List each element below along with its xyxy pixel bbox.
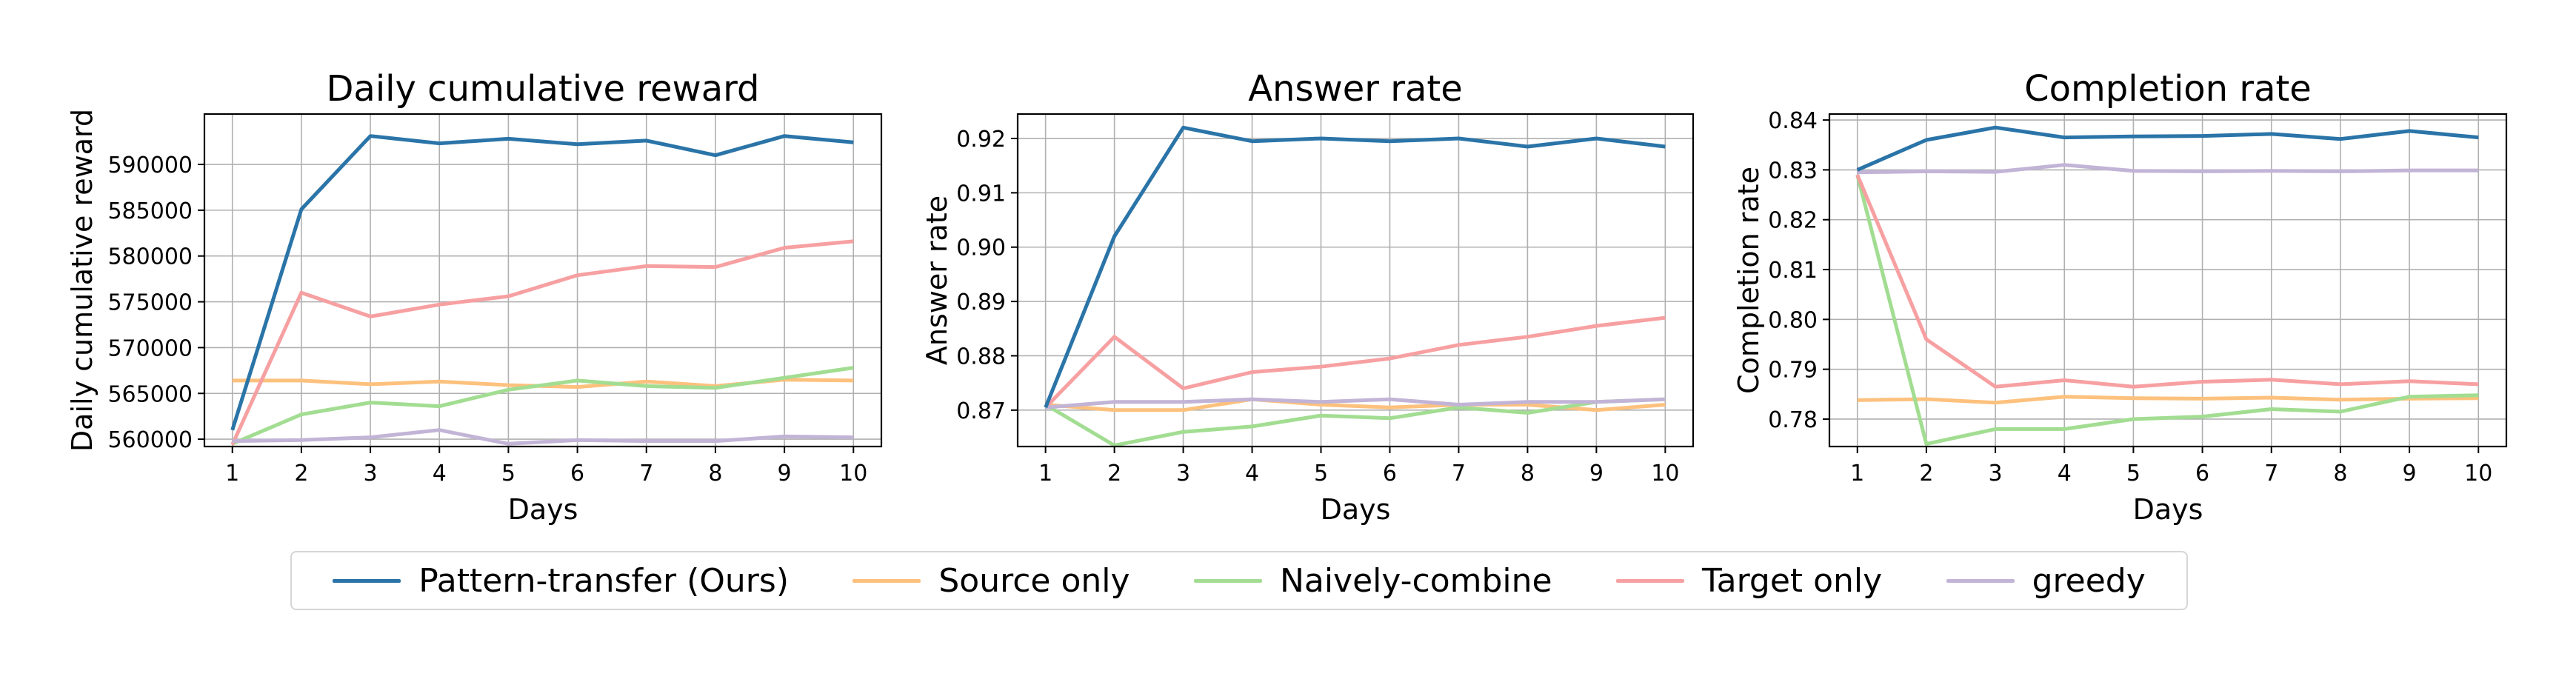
- y-tick-label: 0.80: [1768, 307, 1818, 333]
- y-tick-label: 0.78: [1768, 407, 1818, 433]
- y-tick-label: 585000: [107, 198, 193, 224]
- y-tick-label: 0.79: [1768, 358, 1818, 384]
- x-tick-label: 10: [1651, 461, 1679, 487]
- x-tick-label: 2: [294, 461, 308, 487]
- chart-title: Completion rate: [2024, 68, 2312, 110]
- legend-swatch: [333, 578, 401, 583]
- y-tick-label: 0.92: [956, 127, 1006, 153]
- series-line-greedy: [1857, 163, 2479, 175]
- axes-frame: [203, 113, 883, 448]
- y-tick-label: 590000: [107, 153, 193, 178]
- series-line-naively-combine: [1855, 174, 2479, 447]
- series-line-naively-combine: [1044, 397, 1666, 447]
- x-tick-label: 7: [639, 461, 653, 487]
- y-tick-label: 0.87: [956, 398, 1006, 424]
- legend-item-naively-combine: Naively-combine: [1193, 561, 1552, 600]
- x-tick-label: 3: [1176, 461, 1190, 487]
- legend-label: Naively-combine: [1279, 561, 1552, 600]
- legend-swatch: [1193, 578, 1262, 583]
- y-tick-label: 0.82: [1768, 208, 1818, 234]
- series-line-greedy: [232, 428, 854, 446]
- x-axis-label: Days: [1321, 493, 1391, 526]
- series-line-pattern-transfer-ours: [230, 134, 854, 431]
- x-tick-label: 5: [2126, 461, 2140, 487]
- chart-title: Answer rate: [1248, 68, 1463, 110]
- x-tick-label: 7: [2264, 461, 2278, 487]
- y-tick-label: 0.88: [956, 344, 1006, 370]
- x-tick-label: 9: [1589, 461, 1604, 487]
- chart-panel-2: 1 2 3 4 5 6 7 8 9 10 0.87 0.88 0.89 0.90 0.91 0.92 Answe…: [921, 68, 1695, 526]
- y-axis-label: Answer rate: [921, 195, 953, 365]
- y-tick-label: 560000: [107, 427, 193, 453]
- legend-label: greedy: [2032, 561, 2146, 600]
- y-tick-label: 570000: [107, 335, 193, 361]
- x-tick-label: 4: [2058, 461, 2072, 487]
- y-tick-label: 0.84: [1768, 108, 1818, 134]
- y-tick-label: 580000: [107, 244, 193, 270]
- x-tick-label: 9: [778, 461, 792, 487]
- series-line-target-only: [1044, 315, 1666, 409]
- x-tick-label: 7: [1452, 461, 1466, 487]
- legend-item-target-only: Target only: [1616, 562, 1882, 600]
- y-axis-label: Daily cumulative reward: [66, 109, 99, 452]
- legend-label: Source only: [938, 561, 1130, 600]
- y-tick-label: 0.89: [956, 290, 1006, 315]
- series-line-pattern-transfer-ours: [1856, 125, 2479, 172]
- series-line-target-only: [230, 239, 854, 446]
- x-tick-label: 1: [225, 461, 239, 487]
- x-tick-label: 4: [1245, 461, 1259, 487]
- series-line-naively-combine: [231, 366, 854, 446]
- chart-panel-1: 1 2 3 4 5 6 7 8 9 10 560000 565000 570000 575000 58000…: [66, 68, 883, 526]
- y-tick-label: 0.90: [956, 235, 1006, 261]
- axes-frame: [1016, 113, 1695, 448]
- x-tick-label: 6: [1383, 461, 1397, 487]
- y-tick-label: 0.91: [956, 181, 1006, 207]
- axes-frame: [1828, 113, 2508, 448]
- x-tick-label: 10: [839, 461, 867, 487]
- legend-label: Target only: [1702, 561, 1883, 600]
- legend-item-pattern-transfer: Pattern-transfer (Ours): [333, 562, 789, 600]
- legend-swatch: [852, 578, 921, 583]
- legend: Pattern-transfer (Ours) Source only Naiv…: [290, 551, 2188, 610]
- series-line-pattern-transfer-ours: [1044, 125, 1666, 409]
- series-line-source-only: [1857, 395, 2479, 405]
- x-axis-label: Days: [508, 493, 578, 526]
- x-tick-label: 1: [1038, 461, 1052, 487]
- x-tick-label: 1: [1850, 461, 1864, 487]
- y-axis-label: Completion rate: [1732, 167, 1765, 394]
- legend-swatch: [1616, 578, 1685, 583]
- legend-swatch: [1946, 578, 2015, 583]
- x-tick-label: 6: [2195, 461, 2209, 487]
- legend-item-greedy: greedy: [1946, 562, 2146, 600]
- x-axis-label: Days: [2133, 493, 2203, 526]
- series-line-greedy: [1045, 397, 1666, 409]
- x-tick-label: 3: [1989, 461, 2003, 487]
- x-tick-label: 3: [364, 461, 378, 487]
- x-tick-label: 5: [1314, 461, 1328, 487]
- y-tick-label: 565000: [107, 381, 193, 407]
- x-tick-label: 5: [501, 461, 515, 487]
- x-tick-label: 8: [2333, 461, 2347, 487]
- chart-title: Daily cumulative reward: [326, 68, 759, 110]
- x-tick-label: 9: [2403, 461, 2417, 487]
- x-tick-label: 2: [1919, 461, 1933, 487]
- x-tick-label: 2: [1107, 461, 1121, 487]
- series-line-target-only: [1855, 174, 2479, 389]
- x-tick-label: 10: [2464, 461, 2492, 487]
- y-tick-label: 0.81: [1768, 258, 1818, 284]
- x-tick-label: 4: [433, 461, 447, 487]
- x-tick-label: 8: [708, 461, 722, 487]
- y-tick-label: 0.83: [1768, 158, 1818, 184]
- chart-panel-3: 1 2 3 4 5 6 7 8 9 10 0.78 0.79 0.80 0.81 0.82 0.83 0.84 C…: [1732, 68, 2508, 526]
- legend-label: Pattern-transfer (Ours): [418, 561, 789, 600]
- legend-item-source-only: Source only: [852, 561, 1130, 600]
- x-tick-label: 6: [570, 461, 584, 487]
- x-tick-label: 8: [1521, 461, 1535, 487]
- y-tick-label: 575000: [107, 290, 193, 316]
